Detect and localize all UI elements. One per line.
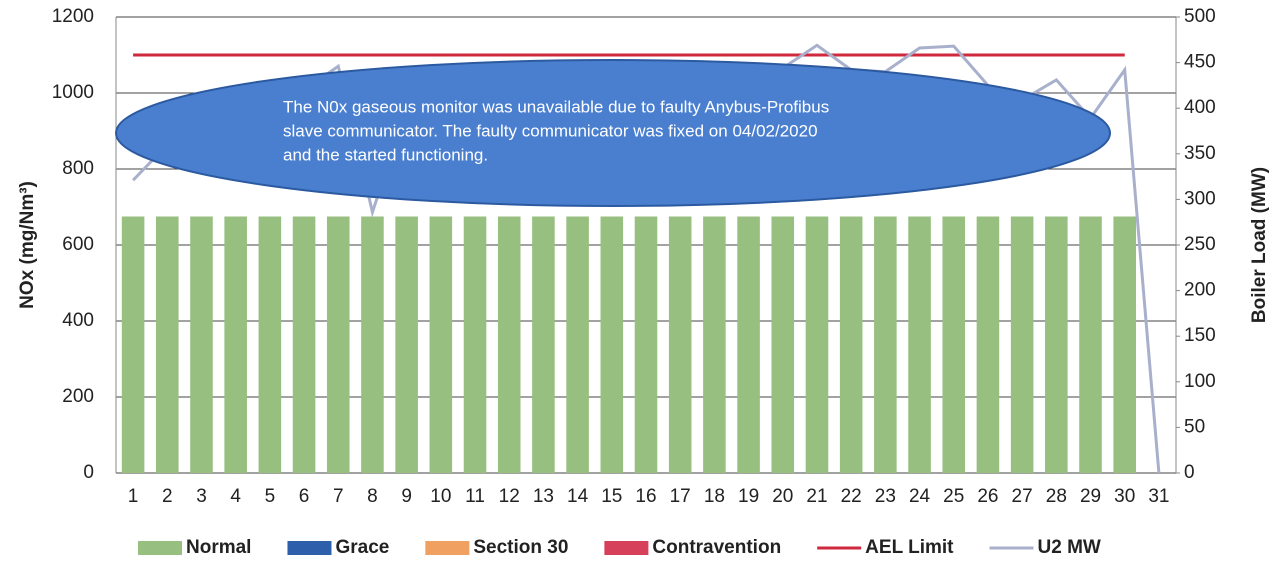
x-tick-label: 12 [499, 486, 520, 507]
x-tick-label: 3 [196, 486, 207, 507]
bar [1045, 216, 1068, 473]
x-tick-label: 30 [1114, 486, 1135, 507]
y2-tick-label: 50 [1184, 416, 1205, 437]
bar [463, 216, 487, 473]
bar [532, 216, 555, 473]
legend-label: Normal [186, 537, 251, 558]
bar [224, 216, 247, 473]
x-tick-label: 28 [1046, 486, 1067, 507]
x-tick-label: 9 [401, 486, 412, 507]
x-tick-label: 21 [806, 486, 827, 507]
x-tick-label: 18 [704, 486, 725, 507]
bar [429, 216, 453, 473]
bar [874, 216, 897, 473]
bar [976, 216, 1000, 473]
bar [668, 216, 692, 473]
x-tick-label: 13 [533, 486, 554, 507]
y2-tick-label: 300 [1184, 188, 1216, 209]
x-tick-label: 23 [875, 486, 896, 507]
legend-label: AEL Limit [865, 537, 954, 558]
y-tick-label: 200 [62, 386, 94, 407]
legend-swatch [138, 541, 182, 555]
y2-tick-label: 400 [1184, 97, 1216, 118]
y-axis-label: NOx (mg/Nm³) [17, 181, 38, 309]
x-tick-label: 2 [162, 486, 173, 507]
x-tick-label: 11 [465, 486, 485, 507]
bar [1079, 216, 1102, 473]
x-tick-label: 20 [772, 486, 793, 507]
x-tick-label: 16 [635, 486, 656, 507]
x-tick-label: 5 [265, 486, 276, 507]
x-tick-label: 7 [333, 486, 344, 507]
y-tick-label: 600 [62, 234, 94, 255]
x-tick-label: 8 [367, 486, 378, 507]
bar [1010, 216, 1034, 473]
y-tick-label: 1000 [52, 82, 94, 103]
x-tick-label: 14 [567, 486, 589, 507]
annotation-text: The N0x gaseous monitor was unavailable … [283, 97, 829, 116]
bar [190, 216, 213, 473]
legend-label: Section 30 [473, 537, 568, 558]
x-tick-label: 24 [909, 486, 931, 507]
x-tick-label: 6 [299, 486, 310, 507]
legend-swatch [604, 541, 649, 555]
x-tick-label: 25 [943, 486, 964, 507]
bar [805, 216, 829, 473]
bar [942, 216, 966, 473]
annotation-bubble [115, 59, 1111, 207]
annotation-text: slave communicator. The faulty communica… [283, 121, 818, 140]
y2-tick-label: 0 [1184, 462, 1195, 483]
legend-swatch [425, 541, 470, 555]
x-tick-label: 17 [670, 486, 691, 507]
bar [634, 216, 658, 473]
bar [497, 216, 521, 473]
y-tick-label: 1200 [52, 6, 94, 27]
bar [908, 216, 931, 473]
bar [600, 216, 624, 473]
y2-tick-label: 350 [1184, 143, 1216, 164]
y2-tick-label: 150 [1184, 325, 1216, 346]
bar [737, 216, 760, 473]
bar [121, 216, 145, 473]
legend-label: Grace [335, 537, 389, 558]
x-tick-label: 27 [1012, 486, 1033, 507]
bar [566, 216, 589, 473]
legend-label: U2 MW [1038, 537, 1101, 558]
x-tick-label: 10 [430, 486, 451, 507]
y2-tick-label: 450 [1184, 52, 1216, 73]
bar [361, 216, 384, 473]
legend-label: Contravention [652, 537, 781, 558]
annotation-text: and the started functioning. [283, 145, 488, 164]
y2-axis-label: Boiler Load (MW) [1249, 167, 1270, 323]
x-tick-label: 31 [1148, 486, 1169, 507]
bar [258, 216, 282, 473]
x-tick-label: 1 [128, 486, 139, 507]
bar [1113, 216, 1136, 473]
x-tick-label: 15 [601, 486, 622, 507]
y-tick-label: 0 [83, 462, 94, 483]
bar [839, 216, 863, 473]
x-tick-label: 4 [230, 486, 241, 507]
bar [771, 216, 795, 473]
y2-tick-label: 100 [1184, 371, 1216, 392]
x-tick-label: 29 [1080, 486, 1101, 507]
bar [703, 216, 726, 473]
bar [292, 216, 316, 473]
bar [395, 216, 418, 473]
y2-tick-label: 500 [1184, 6, 1216, 27]
x-tick-label: 26 [977, 486, 998, 507]
bar [326, 216, 350, 473]
y-tick-label: 400 [62, 310, 94, 331]
bar [156, 216, 179, 473]
x-tick-label: 22 [841, 486, 862, 507]
y2-tick-label: 200 [1184, 280, 1216, 301]
legend-swatch [287, 541, 332, 555]
x-tick-label: 19 [738, 486, 759, 507]
y-tick-label: 800 [62, 158, 94, 179]
y2-tick-label: 250 [1184, 234, 1216, 255]
